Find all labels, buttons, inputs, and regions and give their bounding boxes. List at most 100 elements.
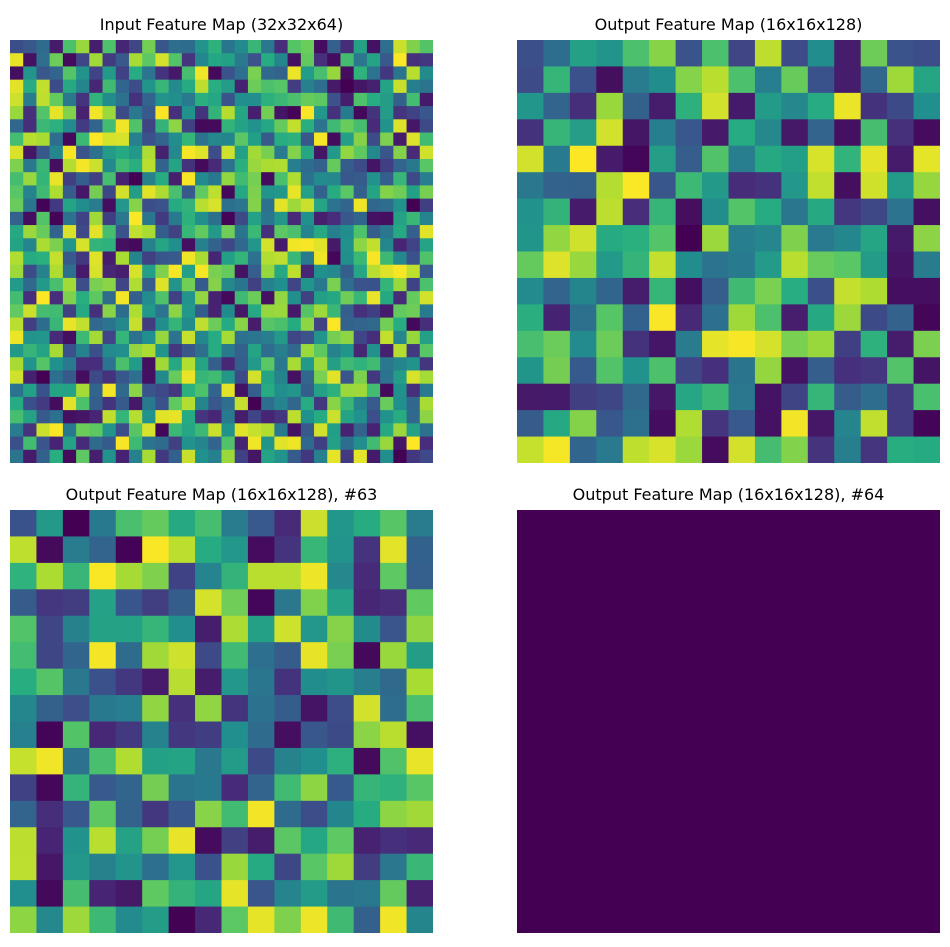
heatmap-cell	[274, 747, 302, 775]
heatmap-cell	[781, 721, 809, 749]
heatmap-cell	[887, 357, 915, 385]
heatmap-cell	[247, 158, 262, 173]
heatmap-cell	[208, 383, 223, 398]
heatmap-cell	[887, 774, 915, 802]
heatmap-cell	[115, 92, 130, 107]
heatmap-cell	[419, 198, 433, 213]
heatmap-cell	[247, 291, 262, 305]
heatmap-cell	[142, 642, 170, 670]
heatmap-cell	[366, 66, 381, 81]
heatmap-cell	[181, 66, 196, 81]
heatmap-cell	[649, 119, 677, 147]
heatmap-cell	[274, 357, 289, 372]
heatmap-cell	[366, 79, 381, 94]
heatmap-cell	[543, 774, 571, 802]
heatmap-cell	[274, 225, 289, 239]
heatmap-cell	[23, 66, 38, 81]
heatmap-cell	[887, 695, 915, 723]
heatmap-cell	[754, 510, 782, 538]
heatmap-cell	[168, 853, 196, 881]
heatmap-cell	[155, 436, 170, 451]
heatmap-cell	[62, 423, 77, 438]
heatmap-cell	[89, 251, 104, 266]
heatmap-cell	[261, 211, 275, 226]
heatmap-cell	[247, 436, 262, 451]
heatmap-cell	[274, 800, 302, 828]
heatmap-cell	[181, 370, 196, 385]
heatmap-cell	[168, 304, 183, 319]
heatmap-cell	[168, 40, 183, 54]
heatmap-cell	[702, 695, 730, 723]
heatmap-cell	[380, 185, 394, 200]
heatmap-cell	[89, 264, 104, 279]
heatmap-cell	[10, 304, 24, 319]
heatmap-cell	[887, 277, 915, 305]
heatmap-cell	[247, 510, 275, 538]
heatmap-cell	[287, 66, 302, 81]
heatmap-cell	[287, 449, 302, 463]
heatmap-cell	[300, 449, 315, 463]
heatmap-cell	[340, 158, 355, 173]
heatmap-cell	[728, 880, 756, 908]
heatmap-cell	[247, 251, 262, 266]
heatmap-cell	[406, 344, 421, 358]
heatmap-cell	[274, 589, 302, 617]
heatmap-cell	[353, 251, 368, 266]
heatmap-cell	[543, 853, 571, 881]
heatmap-cell	[596, 695, 624, 723]
heatmap-cell	[380, 238, 394, 253]
heatmap-cell	[89, 225, 104, 239]
heatmap-cell	[754, 642, 782, 670]
heatmap-cell	[102, 317, 117, 332]
heatmap-cell	[221, 317, 236, 332]
heatmap-cell	[208, 449, 223, 463]
heatmap-cell	[274, 615, 302, 643]
heatmap-cell	[327, 449, 342, 463]
heatmap-cell	[168, 383, 183, 398]
heatmap-cell	[300, 423, 315, 438]
heatmap-cell	[807, 642, 835, 670]
heatmap-cell	[340, 357, 355, 372]
heatmap-cell	[834, 536, 862, 564]
heatmap-cell	[622, 40, 650, 68]
heatmap-cell	[622, 747, 650, 775]
heatmap-cell	[274, 304, 289, 319]
heatmap-cell	[49, 383, 64, 398]
heatmap-cell	[287, 264, 302, 279]
heatmap-cell	[102, 449, 117, 463]
heatmap-cell	[353, 198, 368, 213]
heatmap-cell	[406, 79, 421, 94]
heatmap-cell	[195, 396, 209, 411]
heatmap-cell	[887, 642, 915, 670]
heatmap-cell	[300, 172, 315, 187]
heatmap-cell	[649, 800, 677, 828]
heatmap-cell	[23, 251, 38, 266]
heatmap-cell	[115, 774, 143, 802]
heatmap-cell	[287, 119, 302, 134]
heatmap-cell	[834, 198, 862, 226]
heatmap-cell	[887, 251, 915, 279]
heatmap-cell	[115, 423, 130, 438]
heatmap-cell	[702, 304, 730, 332]
heatmap-cell	[76, 185, 90, 200]
heatmap-cell	[62, 721, 90, 749]
heatmap-cell	[327, 172, 342, 187]
heatmap-cell	[596, 251, 624, 279]
heatmap-cell	[274, 880, 302, 908]
heatmap-cell	[406, 410, 421, 424]
heatmap-cell	[142, 396, 157, 411]
heatmap-cell	[327, 225, 342, 239]
heatmap-cell	[102, 132, 117, 147]
heatmap-cell	[23, 53, 38, 68]
heatmap-cell	[62, 344, 77, 358]
heatmap-cell	[62, 695, 90, 723]
heatmap-cell	[274, 668, 302, 696]
heatmap-cell	[195, 211, 209, 226]
heatmap-cell	[913, 774, 940, 802]
heatmap-cell	[195, 423, 209, 438]
heatmap-cell	[89, 536, 117, 564]
heatmap-cell	[834, 436, 862, 463]
heatmap-cell	[274, 436, 289, 451]
heatmap-cell	[115, 536, 143, 564]
heatmap-cell	[208, 344, 223, 358]
